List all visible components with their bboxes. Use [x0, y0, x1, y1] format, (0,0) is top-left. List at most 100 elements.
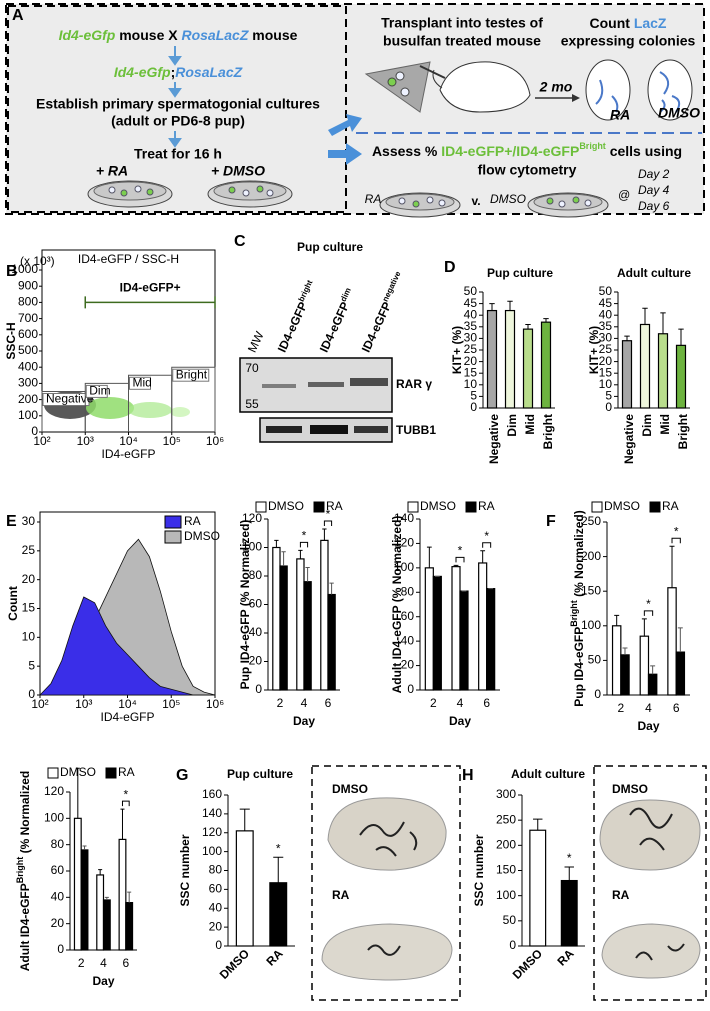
x-tick-label: 10³ — [77, 434, 94, 448]
chart-title: Pup culture — [487, 266, 553, 280]
y-tick-label: 0 — [28, 687, 35, 701]
legend-swatch — [407, 501, 419, 513]
bar — [522, 328, 534, 409]
x-tick-label: 2 — [78, 956, 85, 970]
error-bar — [533, 818, 543, 831]
gate-label-box — [42, 393, 90, 406]
y-tick-label: 30 — [464, 331, 478, 345]
step: Assess % ID4-eGFP+/ID4-eGFPBright cells … — [372, 141, 682, 158]
x-axis-label: Day — [449, 714, 471, 728]
x-tick-label: Bright — [676, 414, 690, 449]
y-tick-label: 80 — [249, 568, 263, 582]
x-tick-label: Negative — [487, 414, 501, 464]
y-tick-label: 35 — [599, 319, 613, 333]
y-tick-label: 20 — [249, 654, 263, 668]
y-tick-label: 140 — [394, 511, 414, 525]
y-tick-label: 800 — [18, 295, 38, 309]
bar — [96, 874, 105, 951]
day: Day 6 — [638, 199, 670, 213]
photo-g — [311, 765, 461, 1001]
x-tick-label: 6 — [673, 701, 680, 715]
y-tick-label: 0 — [215, 938, 222, 952]
marker: ID4-eGFP+/ID4-eGFP — [441, 143, 579, 159]
y-axis-label: Count — [6, 586, 20, 621]
chart-title: Adult culture — [511, 767, 585, 781]
gene: Id4-eGfp — [59, 27, 116, 43]
photo-label: RA — [332, 888, 350, 902]
compare: v. — [471, 194, 480, 208]
lane-label: ID4-eGFPdim — [315, 286, 358, 354]
error-bar — [641, 618, 647, 637]
y-tick-label: 0 — [407, 682, 414, 696]
text: bright — [296, 278, 314, 303]
y-tick-label: 45 — [464, 296, 478, 310]
legend-label: RA — [662, 499, 679, 513]
y-tick-label: 100 — [242, 540, 262, 554]
legend-label: DMSO — [604, 499, 640, 513]
x-tick-label: 10⁵ — [162, 697, 180, 711]
gene: Id4-eGfp — [114, 64, 171, 80]
label-part: Bright — [569, 600, 579, 627]
y-tick-label: 600 — [18, 327, 38, 341]
bar — [424, 567, 434, 691]
text: Count — [589, 15, 633, 31]
y-tick-label: 500 — [18, 343, 38, 357]
significance: * — [484, 529, 489, 543]
y-tick-label: 10 — [22, 630, 36, 644]
significance-bracket — [455, 556, 465, 563]
photo-label: DMSO — [612, 782, 648, 796]
cross-line: Id4-eGfp mouse X RosaLacZ mouse — [59, 27, 298, 43]
label-part: Pup ID4-eGFP (% Normalized) — [238, 520, 252, 690]
error-bar — [281, 551, 286, 567]
text: ID4-eGFP — [275, 300, 311, 355]
x-tick-label: DMSO — [217, 946, 252, 981]
legend-swatch — [465, 501, 477, 513]
panel-letter: C — [234, 233, 246, 250]
error-bar — [426, 546, 432, 568]
y-tick-label: 140 — [202, 806, 222, 820]
lane-label: ID4-eGFPnegative — [357, 269, 408, 354]
error-bar — [622, 647, 628, 655]
x-axis-label: Day — [637, 719, 659, 733]
label-part: (% Normalized) — [572, 510, 586, 600]
legend-swatch — [164, 515, 182, 529]
error-bar — [273, 856, 284, 883]
y-axis-label: Adult ID4-eGFPBright (% Normalized — [15, 771, 32, 972]
y-tick-label: 0 — [31, 424, 38, 438]
y-tick-label: 40 — [401, 633, 415, 647]
error-bar — [614, 614, 620, 626]
error-bar — [120, 808, 125, 840]
y-tick-label: 50 — [503, 913, 517, 927]
photo-label: DMSO — [332, 782, 368, 796]
y-tick-label: 150 — [581, 583, 601, 597]
text: mouse — [248, 27, 297, 43]
x-tick-label: 6 — [122, 956, 129, 970]
y-axis-label: KIT+ (%) — [450, 326, 464, 374]
y-tick-label: 250 — [496, 812, 516, 826]
y-tick-label: 40 — [464, 307, 478, 321]
y-tick-label: 60 — [209, 882, 223, 896]
y-tick-label: 35 — [464, 319, 478, 333]
chart-title: ID4-eGFP / SSC-H — [78, 252, 179, 266]
bar — [560, 879, 578, 947]
y-axis-label: Pup ID4-eGFP (% Normalized) — [238, 520, 252, 690]
error-bar — [525, 323, 531, 330]
error-bar — [104, 896, 109, 900]
y-tick-label: 30 — [599, 331, 613, 345]
compare: RA — [365, 192, 382, 206]
text: ID4-eGFP — [317, 300, 353, 355]
step: Count LacZ — [589, 15, 666, 31]
bar — [675, 344, 687, 409]
panel-letter: H — [462, 767, 474, 784]
gate — [171, 366, 216, 432]
y-axis-label: Adult ID4-eGFP (% Normalized) — [390, 516, 404, 694]
legend-label: DMSO — [268, 499, 304, 513]
compare: DMSO — [490, 192, 526, 206]
x-tick-label: 4 — [100, 956, 107, 970]
y-tick-label: 200 — [581, 549, 601, 563]
bar — [478, 562, 488, 691]
y-tick-label: 30 — [22, 514, 36, 528]
legend-label: RA — [478, 499, 495, 513]
y-tick-label: 300 — [18, 376, 38, 390]
workflow-box — [7, 5, 347, 213]
